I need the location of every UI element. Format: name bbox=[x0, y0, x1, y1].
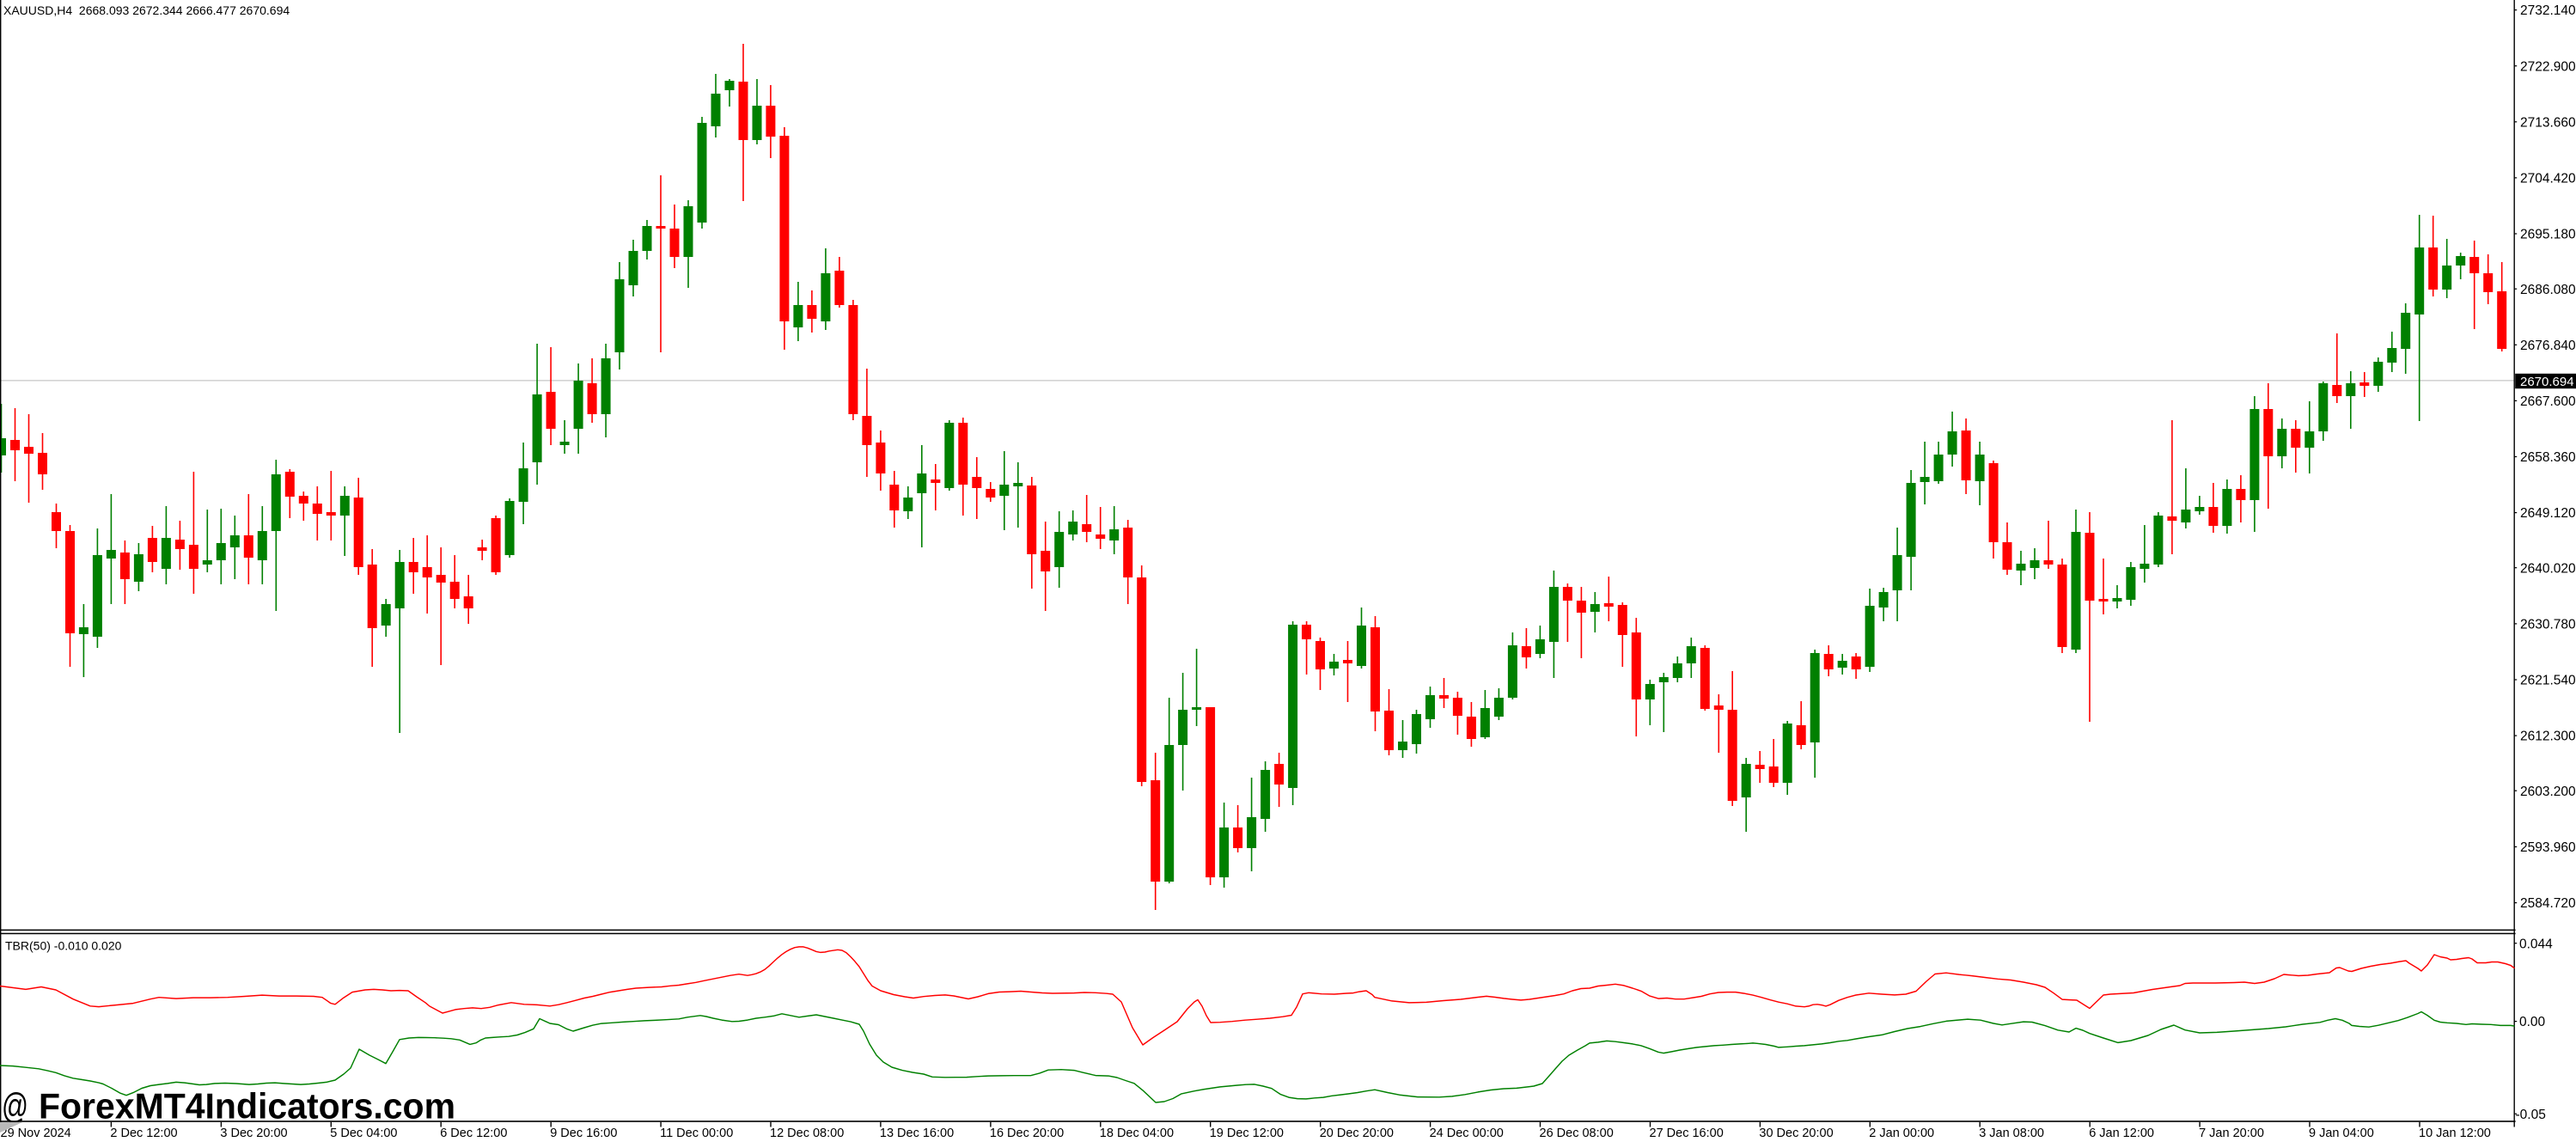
svg-text:9 Jan 04:00: 9 Jan 04:00 bbox=[2309, 1127, 2374, 1140]
svg-text:20 Dec 20:00: 20 Dec 20:00 bbox=[1320, 1127, 1394, 1140]
svg-text:16 Dec 20:00: 16 Dec 20:00 bbox=[990, 1127, 1064, 1140]
svg-text:2658.360: 2658.360 bbox=[2520, 450, 2576, 465]
svg-text:3 Jan 08:00: 3 Jan 08:00 bbox=[1979, 1127, 2044, 1140]
svg-text:6 Dec 12:00: 6 Dec 12:00 bbox=[440, 1127, 507, 1140]
svg-text:2713.660: 2713.660 bbox=[2520, 115, 2576, 130]
svg-text:2667.600: 2667.600 bbox=[2520, 394, 2576, 409]
svg-text:6 Jan 12:00: 6 Jan 12:00 bbox=[2089, 1127, 2154, 1140]
svg-text:2593.960: 2593.960 bbox=[2520, 840, 2576, 855]
svg-text:-0.05: -0.05 bbox=[2516, 1108, 2546, 1122]
svg-text:2676.840: 2676.840 bbox=[2520, 339, 2576, 353]
svg-text:10 Jan 12:00: 10 Jan 12:00 bbox=[2419, 1127, 2491, 1140]
svg-text:2722.900: 2722.900 bbox=[2520, 59, 2576, 74]
svg-text:30 Dec 20:00: 30 Dec 20:00 bbox=[1759, 1127, 1833, 1140]
svg-text:2621.540: 2621.540 bbox=[2520, 674, 2576, 688]
svg-text:19 Dec 12:00: 19 Dec 12:00 bbox=[1210, 1127, 1284, 1140]
svg-text:2640.020: 2640.020 bbox=[2520, 561, 2576, 576]
svg-text:5 Dec 04:00: 5 Dec 04:00 bbox=[330, 1127, 397, 1140]
svg-text:2603.200: 2603.200 bbox=[2520, 785, 2576, 799]
svg-text:13 Dec 16:00: 13 Dec 16:00 bbox=[880, 1127, 954, 1140]
svg-text:26 Dec 08:00: 26 Dec 08:00 bbox=[1540, 1127, 1614, 1140]
svg-text:12 Dec 08:00: 12 Dec 08:00 bbox=[770, 1127, 844, 1140]
svg-text:7 Jan 20:00: 7 Jan 20:00 bbox=[2199, 1127, 2264, 1140]
svg-text:27 Dec 16:00: 27 Dec 16:00 bbox=[1650, 1127, 1724, 1140]
svg-text:2584.720: 2584.720 bbox=[2520, 896, 2576, 911]
svg-text:XAUUSD,H4 2668.093 2672.344 2: XAUUSD,H4 2668.093 2672.344 2666.477 267… bbox=[3, 3, 290, 17]
svg-text:2732.140: 2732.140 bbox=[2520, 3, 2576, 18]
svg-text:24 Dec 00:00: 24 Dec 00:00 bbox=[1430, 1127, 1504, 1140]
svg-text:29 Nov 2024: 29 Nov 2024 bbox=[1, 1127, 71, 1140]
svg-text:3 Dec 20:00: 3 Dec 20:00 bbox=[220, 1127, 287, 1140]
svg-text:2649.120: 2649.120 bbox=[2520, 506, 2576, 521]
svg-text:18 Dec 04:00: 18 Dec 04:00 bbox=[1100, 1127, 1174, 1140]
svg-text:2612.300: 2612.300 bbox=[2520, 730, 2576, 744]
svg-text:@: @ bbox=[2, 1086, 28, 1127]
svg-text:9 Dec 16:00: 9 Dec 16:00 bbox=[550, 1127, 617, 1140]
svg-text:2670.694: 2670.694 bbox=[2520, 375, 2574, 389]
svg-text:2630.780: 2630.780 bbox=[2520, 618, 2576, 632]
svg-text:0.00: 0.00 bbox=[2519, 1015, 2546, 1029]
svg-text:2686.080: 2686.080 bbox=[2520, 283, 2576, 297]
svg-text:0.044: 0.044 bbox=[2519, 937, 2553, 951]
svg-text:2695.180: 2695.180 bbox=[2520, 228, 2576, 242]
svg-text:TBR(50) -0.010 0.020: TBR(50) -0.010 0.020 bbox=[5, 939, 122, 953]
svg-text:11 Dec 00:00: 11 Dec 00:00 bbox=[660, 1127, 733, 1140]
svg-text:2 Dec 12:00: 2 Dec 12:00 bbox=[110, 1127, 177, 1140]
svg-text:2704.420: 2704.420 bbox=[2520, 172, 2576, 186]
svg-text:ForexMT4Indicators.com: ForexMT4Indicators.com bbox=[39, 1086, 455, 1127]
svg-text:2 Jan 00:00: 2 Jan 00:00 bbox=[1869, 1127, 1934, 1140]
